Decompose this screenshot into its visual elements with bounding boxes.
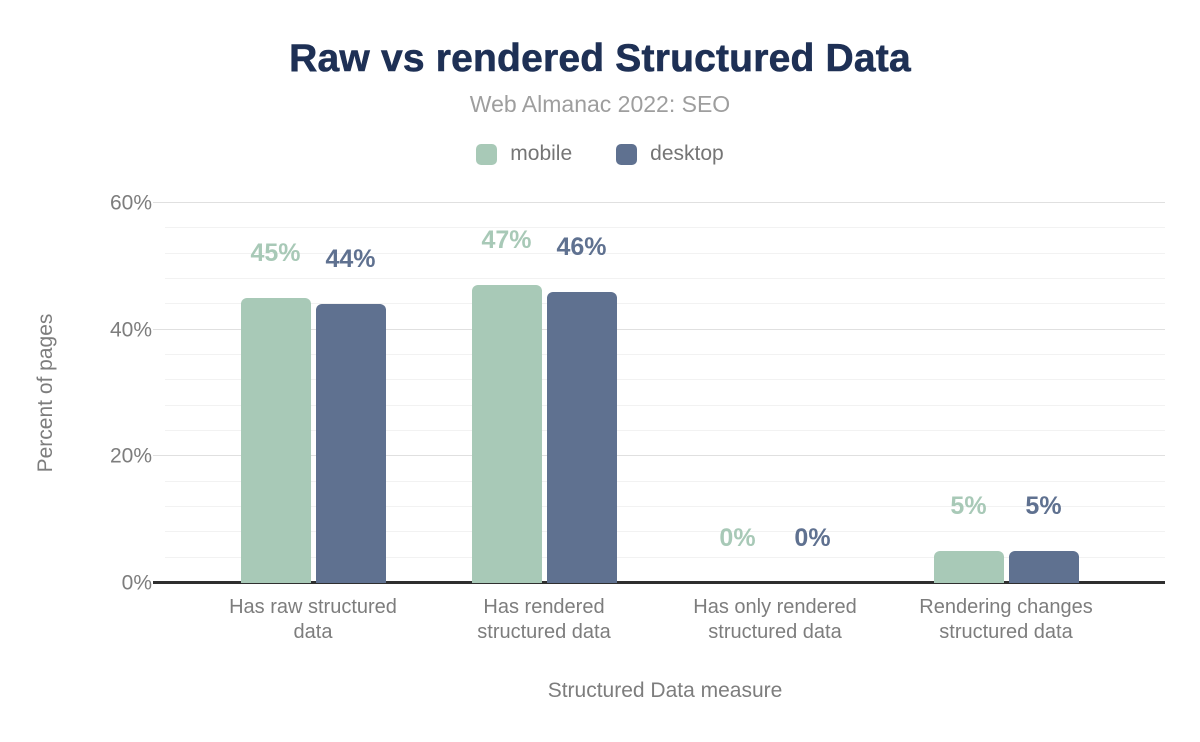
chart-title: Raw vs rendered Structured Data bbox=[289, 37, 911, 81]
x-tick-label: Has rendered structured data bbox=[477, 596, 611, 643]
x-tick-label: Has raw structured data bbox=[229, 596, 397, 643]
x-axis-title: Structured Data measure bbox=[547, 679, 783, 702]
bar-desktop bbox=[315, 304, 386, 583]
y-tick-label: 60% bbox=[109, 191, 152, 215]
bar-value-label-mobile: 5% bbox=[950, 492, 987, 521]
minor-gridline bbox=[165, 252, 1165, 254]
bar-mobile bbox=[240, 298, 311, 583]
mobile-series-swatch-icon bbox=[476, 143, 498, 165]
x-tick-label: Rendering changes structured data bbox=[919, 596, 1093, 643]
x-tick-label: Has only rendered structured data bbox=[693, 596, 857, 643]
bar-desktop bbox=[546, 291, 617, 583]
major-gridline bbox=[153, 328, 1165, 330]
bar-mobile bbox=[933, 551, 1004, 583]
y-tick-label: 0% bbox=[121, 571, 152, 595]
bar-value-label-desktop: 44% bbox=[325, 245, 376, 274]
minor-gridline bbox=[165, 556, 1165, 558]
minor-gridline bbox=[165, 480, 1165, 482]
x-axis-category-labels: Has raw structured data Has rendered stru… bbox=[165, 595, 1165, 655]
plot-area: 45% 44% 47% 46% 0% 0% 5% 5% bbox=[153, 202, 1165, 584]
bar-value-label-mobile: 47% bbox=[481, 226, 532, 255]
major-gridline bbox=[153, 455, 1165, 457]
y-axis-ticks: 0% 20% 40% 60% bbox=[0, 193, 152, 594]
minor-gridline bbox=[165, 303, 1165, 305]
bar-value-label-mobile: 0% bbox=[719, 524, 756, 552]
legend-label-desktop: desktop bbox=[650, 142, 724, 165]
y-tick-label: 40% bbox=[109, 318, 152, 342]
minor-gridline bbox=[165, 430, 1165, 431]
minor-gridline bbox=[165, 531, 1165, 533]
y-tick-label: 20% bbox=[109, 444, 152, 468]
bar-value-label-desktop: 46% bbox=[556, 232, 607, 261]
desktop-series-swatch-icon bbox=[616, 143, 638, 165]
y-axis-title: Percent of pages bbox=[34, 313, 57, 473]
legend-label-mobile: mobile bbox=[510, 142, 573, 165]
minor-gridline bbox=[165, 379, 1165, 381]
major-gridline bbox=[153, 202, 1165, 203]
minor-gridline bbox=[165, 227, 1165, 229]
bar-value-label-desktop: 5% bbox=[1025, 492, 1062, 521]
minor-gridline bbox=[165, 278, 1165, 279]
legend-item-desktop: desktop bbox=[616, 142, 724, 166]
bar-value-label-desktop: 0% bbox=[794, 524, 831, 552]
legend: mobile desktop bbox=[0, 142, 1200, 166]
bar-mobile bbox=[471, 285, 542, 583]
bar-desktop bbox=[1008, 551, 1079, 583]
legend-item-mobile: mobile bbox=[476, 142, 572, 166]
bar-value-label-mobile: 45% bbox=[250, 239, 301, 267]
chart-subtitle: Web Almanac 2022: SEO bbox=[469, 91, 731, 117]
minor-gridline bbox=[165, 404, 1165, 406]
x-axis-line bbox=[153, 581, 1165, 584]
minor-gridline bbox=[165, 506, 1165, 507]
minor-gridline bbox=[165, 354, 1165, 355]
